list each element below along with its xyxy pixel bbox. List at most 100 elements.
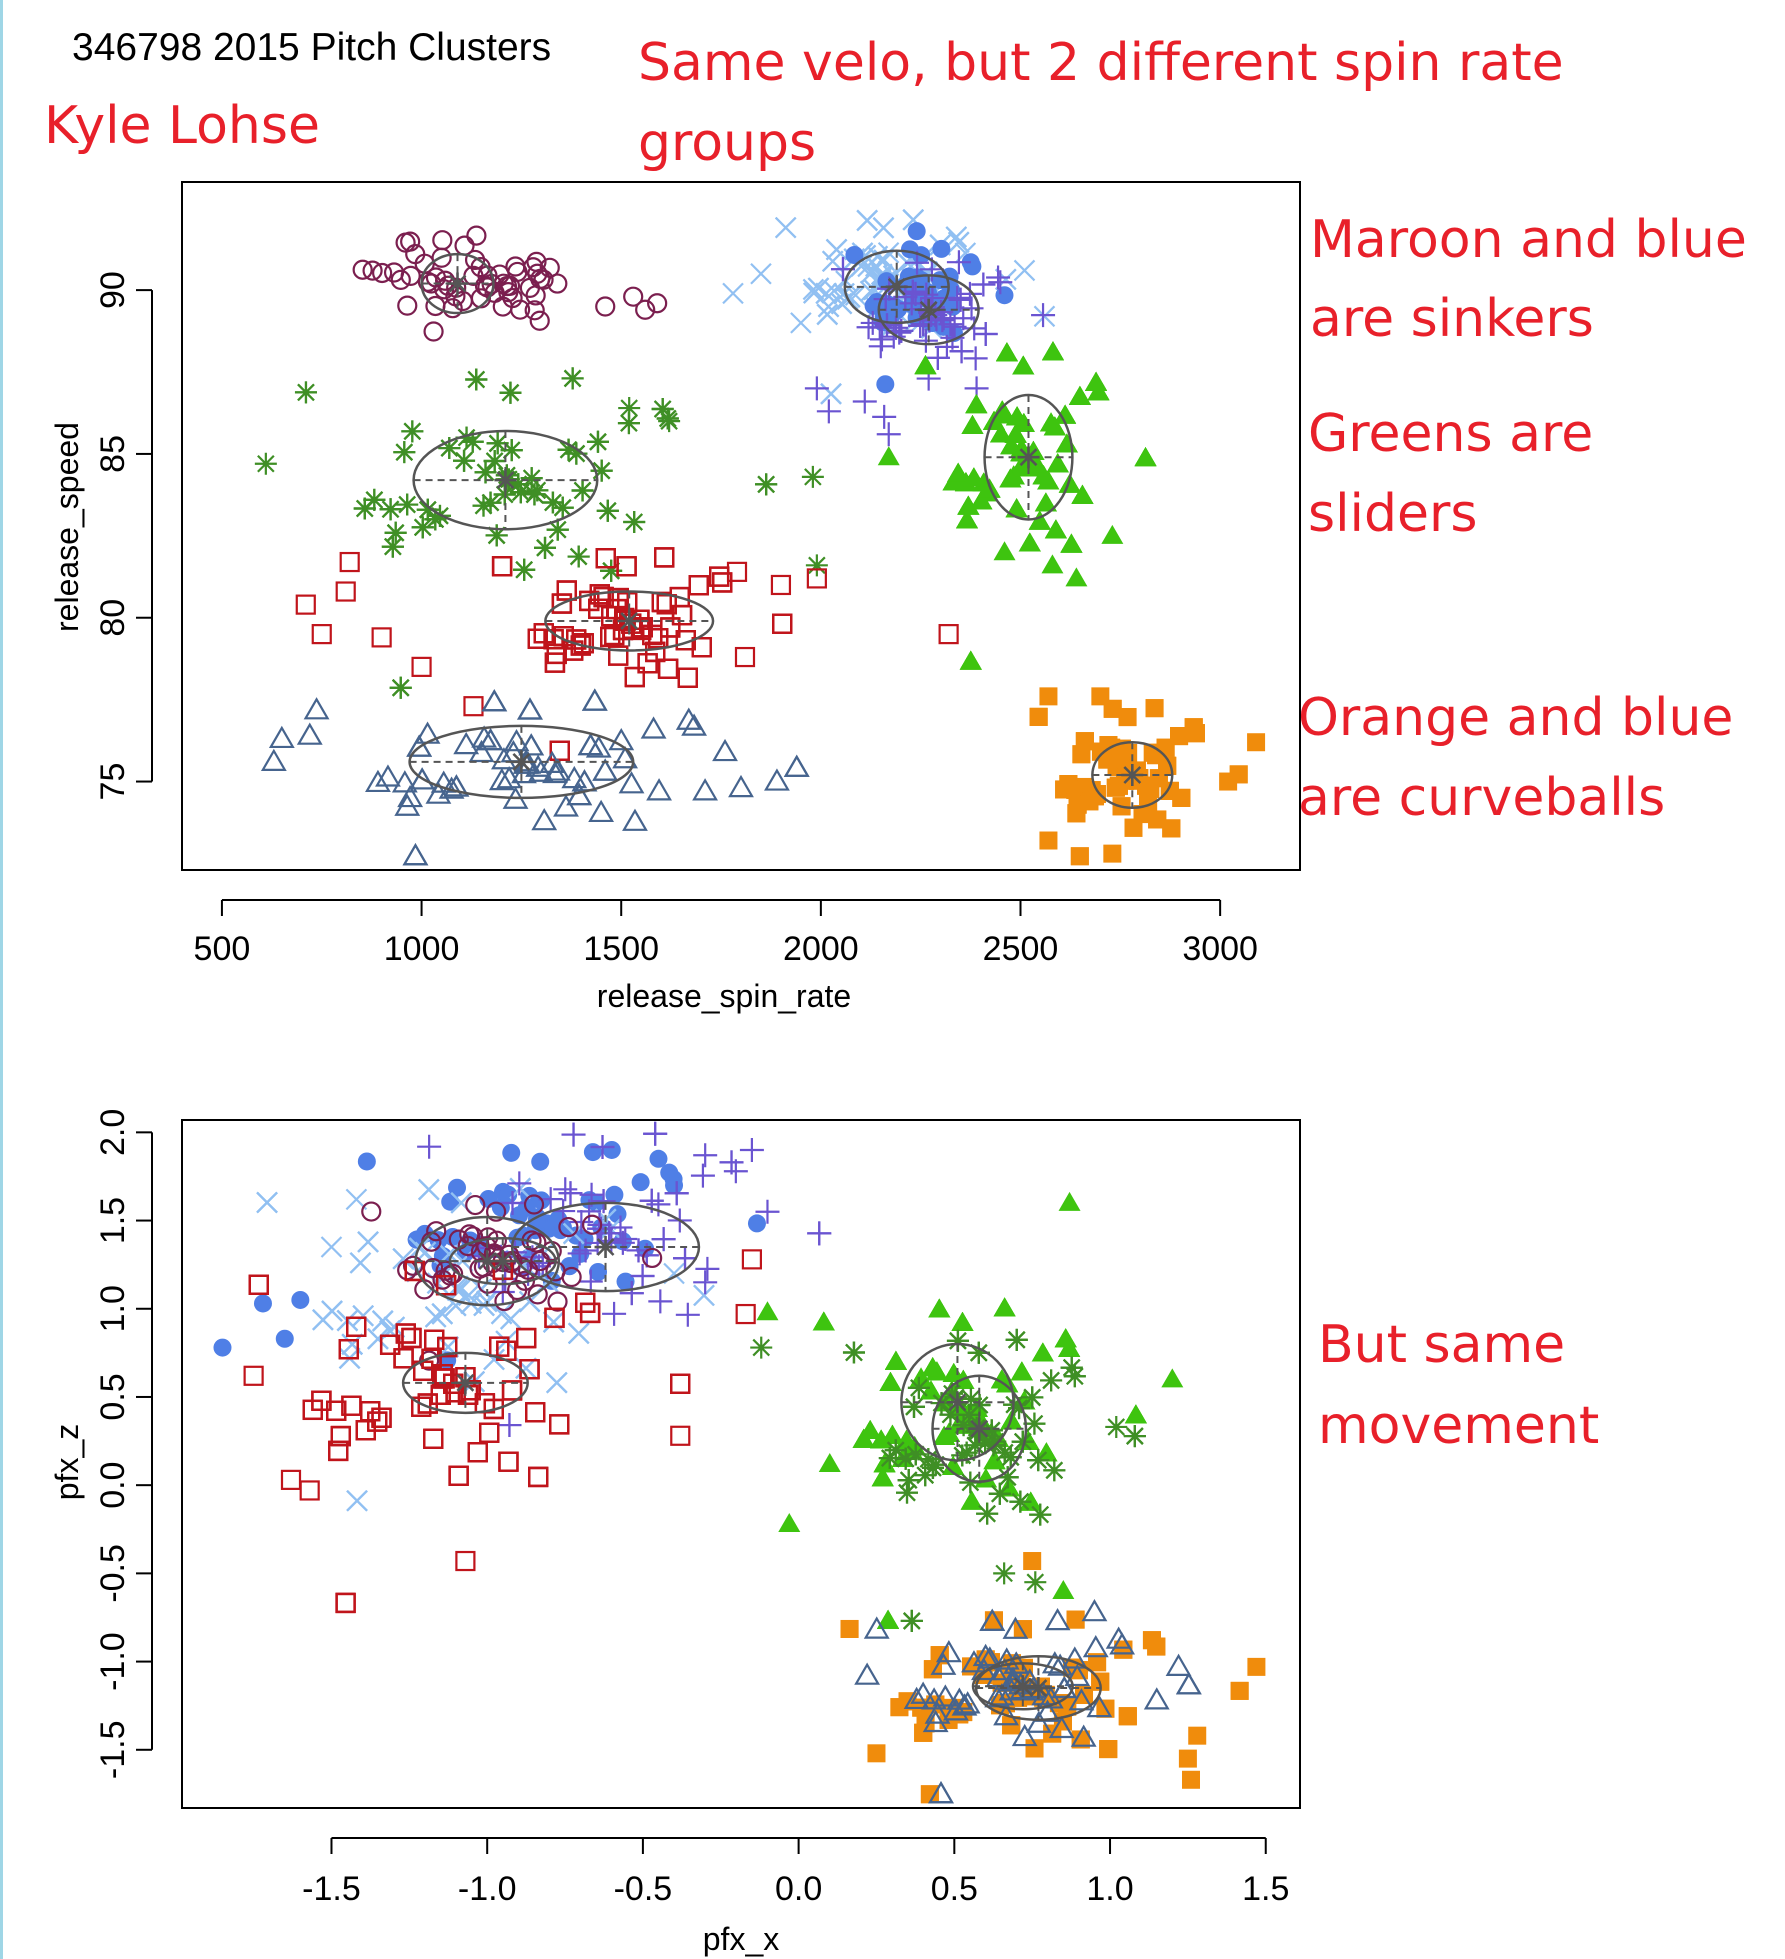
data-point [959, 1387, 982, 1410]
data-point [423, 321, 444, 342]
data-point [670, 1373, 691, 1394]
data-point [483, 1348, 505, 1371]
data-point [972, 1643, 999, 1667]
y-tick-label: 2.0 [94, 1109, 132, 1156]
data-point [1172, 788, 1191, 807]
data-point [525, 1402, 546, 1423]
data-point [556, 580, 577, 601]
data-point [962, 316, 987, 341]
data-point [393, 1348, 414, 1369]
data-point [616, 556, 637, 577]
data-point [688, 575, 709, 596]
data-point [391, 770, 418, 793]
data-point [479, 1422, 500, 1443]
data-point [303, 697, 330, 720]
annotation-movement-line2: movement [1318, 1396, 1599, 1456]
data-point [988, 270, 1013, 295]
data-point [646, 1192, 671, 1217]
data-point [959, 1471, 982, 1494]
data-point [248, 1274, 269, 1295]
data-point [1011, 1430, 1034, 1453]
data-point [575, 1292, 596, 1313]
data-point [430, 1384, 451, 1405]
data-point [556, 580, 577, 601]
data-point [1148, 810, 1167, 829]
data-point [807, 1221, 832, 1246]
data-point [852, 389, 877, 414]
data-point [1175, 1672, 1202, 1695]
data-point [595, 548, 616, 569]
data-point [949, 339, 974, 364]
data-point [426, 1221, 447, 1242]
data-point [501, 1380, 523, 1401]
data-point [648, 1289, 673, 1314]
data-point [772, 613, 793, 634]
data-point [1043, 1459, 1066, 1482]
cluster-centroid [885, 275, 908, 298]
data-point [942, 1363, 965, 1383]
data-point [479, 1422, 500, 1443]
data-point [575, 1292, 596, 1313]
data-point [1070, 847, 1089, 866]
data-point [448, 1465, 469, 1486]
data-point [424, 508, 447, 531]
data-point [896, 1481, 919, 1504]
data-point [778, 1512, 801, 1532]
data-point [527, 263, 548, 284]
data-point [213, 1338, 232, 1357]
data-point [879, 1371, 902, 1391]
data-point [1134, 447, 1157, 467]
y-tick-label: -1.5 [94, 1720, 132, 1779]
data-point [958, 1403, 981, 1426]
data-point [519, 1359, 540, 1380]
data-point [518, 733, 545, 756]
data-point [649, 1149, 668, 1168]
data-point [544, 1307, 565, 1329]
data-point [338, 1339, 359, 1360]
data-point [605, 1185, 624, 1204]
data-point [764, 768, 790, 791]
data-point [384, 521, 407, 544]
data-point [945, 226, 968, 248]
annotation-movement-line1: But same [1318, 1315, 1565, 1375]
data-point [243, 1365, 264, 1386]
data-point [608, 728, 635, 751]
data-point [418, 1178, 440, 1201]
data-point [954, 1691, 981, 1714]
data-point [397, 295, 418, 316]
data-point [528, 1466, 549, 1488]
data-point [907, 1376, 930, 1399]
data-point [346, 1489, 368, 1512]
data-point [581, 688, 608, 711]
data-point [640, 716, 667, 739]
data-point [335, 1592, 356, 1614]
data-point [379, 1334, 401, 1355]
cluster-centroid [1027, 1677, 1050, 1700]
data-point [677, 667, 698, 688]
data-point [549, 1414, 570, 1435]
data-point [608, 1205, 627, 1224]
data-point [617, 412, 640, 435]
data-point [1118, 708, 1137, 727]
data-point [479, 491, 502, 514]
data-point [579, 1302, 601, 1324]
annotation-same-velo-line1: Same velo, but 2 different spin rate [638, 33, 1564, 93]
data-point [516, 1327, 537, 1349]
data-point [575, 1292, 596, 1313]
annotation-curveballs-line1: Orange and blue [1298, 688, 1733, 748]
data-point [643, 1121, 668, 1146]
data-point [654, 547, 675, 568]
data-point [474, 461, 497, 484]
data-point [602, 1301, 627, 1326]
data-point [712, 572, 733, 593]
data-point [553, 794, 579, 817]
data-point [595, 296, 616, 317]
data-point [673, 1246, 698, 1271]
data-point [681, 713, 708, 736]
data-point [553, 1177, 578, 1202]
data-point [338, 1339, 359, 1360]
data-point [930, 1652, 957, 1675]
data-point [974, 1432, 997, 1455]
data-point [722, 282, 744, 305]
data-point [637, 653, 658, 674]
